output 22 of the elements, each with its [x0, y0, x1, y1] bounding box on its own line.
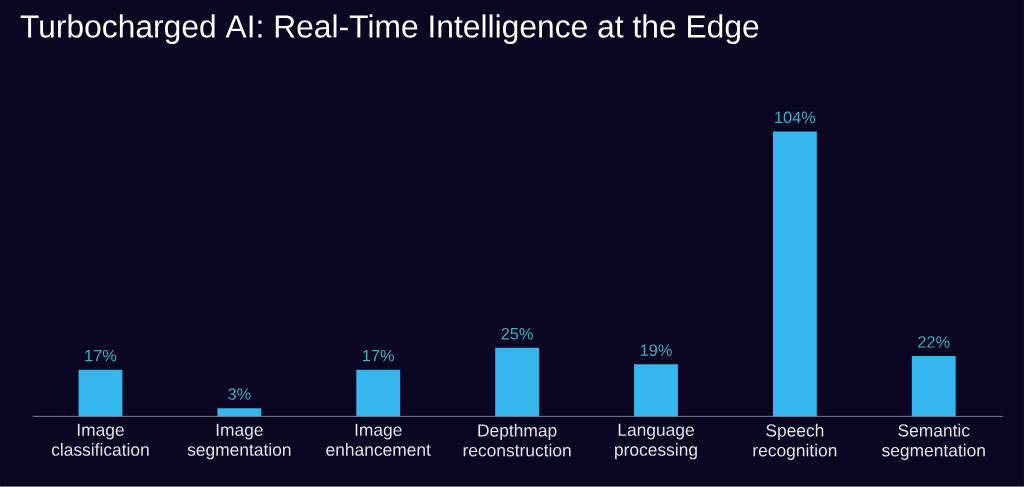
data-label: 19% — [640, 344, 672, 357]
x-tick-label: Image segmentation — [187, 424, 291, 460]
bar — [911, 356, 956, 417]
x-tick-label: Language processing — [615, 424, 697, 460]
data-label: 25% — [501, 328, 533, 340]
bar — [634, 364, 678, 417]
bar — [78, 369, 123, 417]
x-tick-label: Image classification — [51, 424, 149, 457]
bar — [772, 131, 817, 417]
x-tick-label: Image enhancement — [326, 424, 431, 457]
bar — [217, 408, 262, 417]
data-label: 17% — [85, 350, 117, 362]
x-tick-label: Speech recognition — [753, 424, 837, 461]
data-label: 3% — [228, 388, 251, 400]
chart-title: Turbocharged AI: Real-Time Intelligence at the Edge — [20, 14, 759, 45]
bar — [495, 348, 540, 417]
data-label: 17% — [363, 350, 395, 362]
bar — [356, 369, 401, 417]
data-label: 22% — [918, 336, 950, 348]
data-label: 104% — [775, 111, 816, 124]
x-tick-label: Semantic segmentation — [882, 424, 985, 461]
x-tick-label: Depthmap reconstruction — [463, 424, 571, 457]
